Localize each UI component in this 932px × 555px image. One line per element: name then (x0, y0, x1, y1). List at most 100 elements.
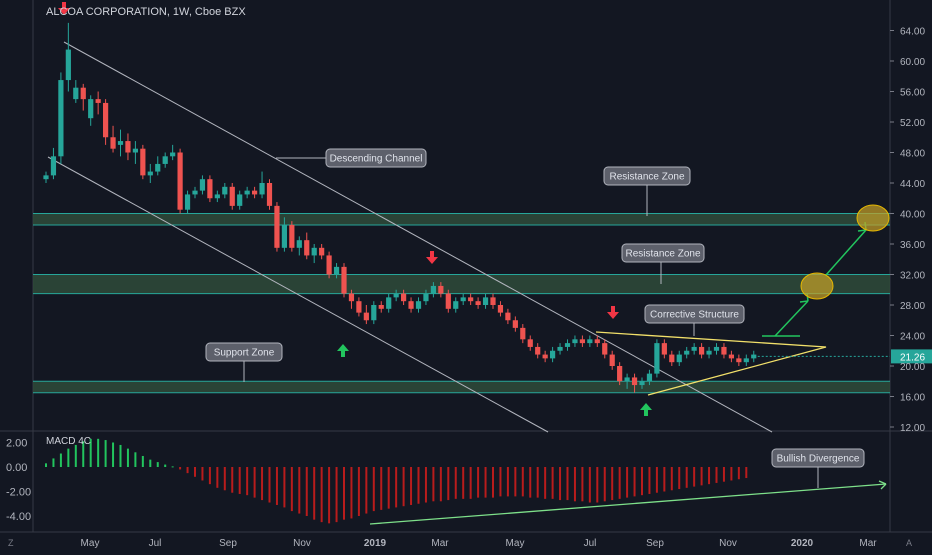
candle-body (475, 301, 481, 305)
macd-bar (372, 467, 375, 512)
candle-body (378, 305, 384, 309)
candle (132, 141, 138, 164)
divergence-arrow-head (878, 480, 887, 490)
a-label: A (906, 538, 912, 548)
candle (408, 297, 414, 313)
candle (192, 186, 198, 199)
macd-bar (462, 467, 465, 499)
macd-bar (141, 455, 144, 467)
macd-bar (156, 462, 159, 467)
candle-body (527, 339, 533, 347)
candle (415, 297, 422, 313)
candle (80, 83, 86, 111)
candle (594, 335, 600, 347)
candle (155, 156, 161, 176)
candle-body (631, 377, 638, 386)
candle-body (490, 297, 496, 305)
macd-bar (45, 463, 47, 467)
candle (170, 144, 176, 161)
candle-body (73, 87, 79, 100)
candle-body (460, 297, 466, 302)
candle (557, 343, 563, 355)
macd-bar (67, 448, 70, 467)
candle (423, 289, 429, 305)
candle-body (333, 266, 340, 275)
candle (468, 293, 474, 305)
macd-bar (730, 467, 733, 481)
candle-body (445, 293, 451, 309)
red-arrow-down-icon (426, 251, 438, 264)
candle (110, 125, 116, 153)
y-tick-label: 48.00 (900, 149, 925, 160)
candle-body (319, 247, 325, 256)
x-tick-label: Sep (219, 538, 237, 549)
y-tick-label: 16.00 (900, 393, 925, 404)
candle-body (363, 312, 369, 321)
macd-y-tick-label: 2.00 (6, 438, 27, 450)
y-tick-label: 32.00 (900, 271, 925, 282)
annotation-box (325, 148, 427, 168)
macd-bar (395, 467, 398, 508)
macd-bar (119, 444, 122, 467)
candle (304, 232, 310, 260)
candle (699, 343, 705, 359)
candle-body (80, 87, 86, 100)
candle-body (266, 183, 273, 206)
macd-bar (514, 467, 517, 497)
chart-title: ALCOA CORPORATION, 1W, Cboe BZX (46, 6, 246, 18)
annotation-label: Resistance Zone (625, 249, 700, 260)
corrective-triangle (595, 331, 827, 396)
candle-body (140, 148, 146, 176)
y-tick-label: 28.00 (900, 301, 925, 312)
y-tick-label: 60.00 (900, 57, 925, 68)
x-tick-label: Jul (149, 538, 162, 549)
macd-bar (74, 444, 77, 467)
macd-bar (648, 467, 651, 494)
candle-body (43, 175, 49, 180)
macd-bar (283, 467, 286, 508)
candle (88, 95, 94, 126)
projection-arrow-1 (774, 300, 809, 337)
channel-lower-line (47, 156, 549, 433)
green-arrow-up-icon (640, 403, 652, 416)
candle (43, 171, 49, 183)
y-tick-label: 20.00 (900, 362, 925, 373)
macd-bar (633, 467, 636, 497)
candle (579, 335, 585, 347)
candle-body (296, 240, 302, 248)
y-tick-label: 52.00 (900, 118, 925, 129)
candle-body (676, 354, 682, 363)
candle (363, 305, 369, 325)
candle (646, 369, 653, 386)
candle (609, 350, 615, 370)
candle-body (617, 366, 623, 382)
candle (147, 163, 153, 183)
candle (393, 289, 399, 302)
candle-body (88, 99, 94, 119)
candle-body (624, 377, 630, 382)
candle-body (453, 301, 459, 309)
y-tick-label: 44.00 (900, 179, 925, 190)
candle (177, 148, 183, 214)
macd-bar (432, 467, 435, 502)
macd-bar (365, 467, 368, 514)
candle (631, 373, 638, 393)
macd-bar (357, 467, 360, 516)
y-tick-label: 12.00 (900, 423, 925, 434)
candle-body (423, 293, 429, 302)
candle (497, 301, 504, 317)
y-tick-label: 64.00 (900, 27, 925, 38)
candle-body (304, 240, 310, 256)
macd-bar (343, 467, 345, 520)
macd-bar (194, 467, 196, 477)
candle-body (609, 354, 615, 366)
channel-upper-line (63, 41, 773, 433)
candle (259, 171, 265, 199)
macd-bar (223, 467, 226, 491)
candle (117, 129, 124, 157)
macd-bar (179, 467, 182, 470)
candle-body (728, 354, 734, 359)
candle-body (95, 99, 101, 103)
candle-body (669, 354, 675, 363)
